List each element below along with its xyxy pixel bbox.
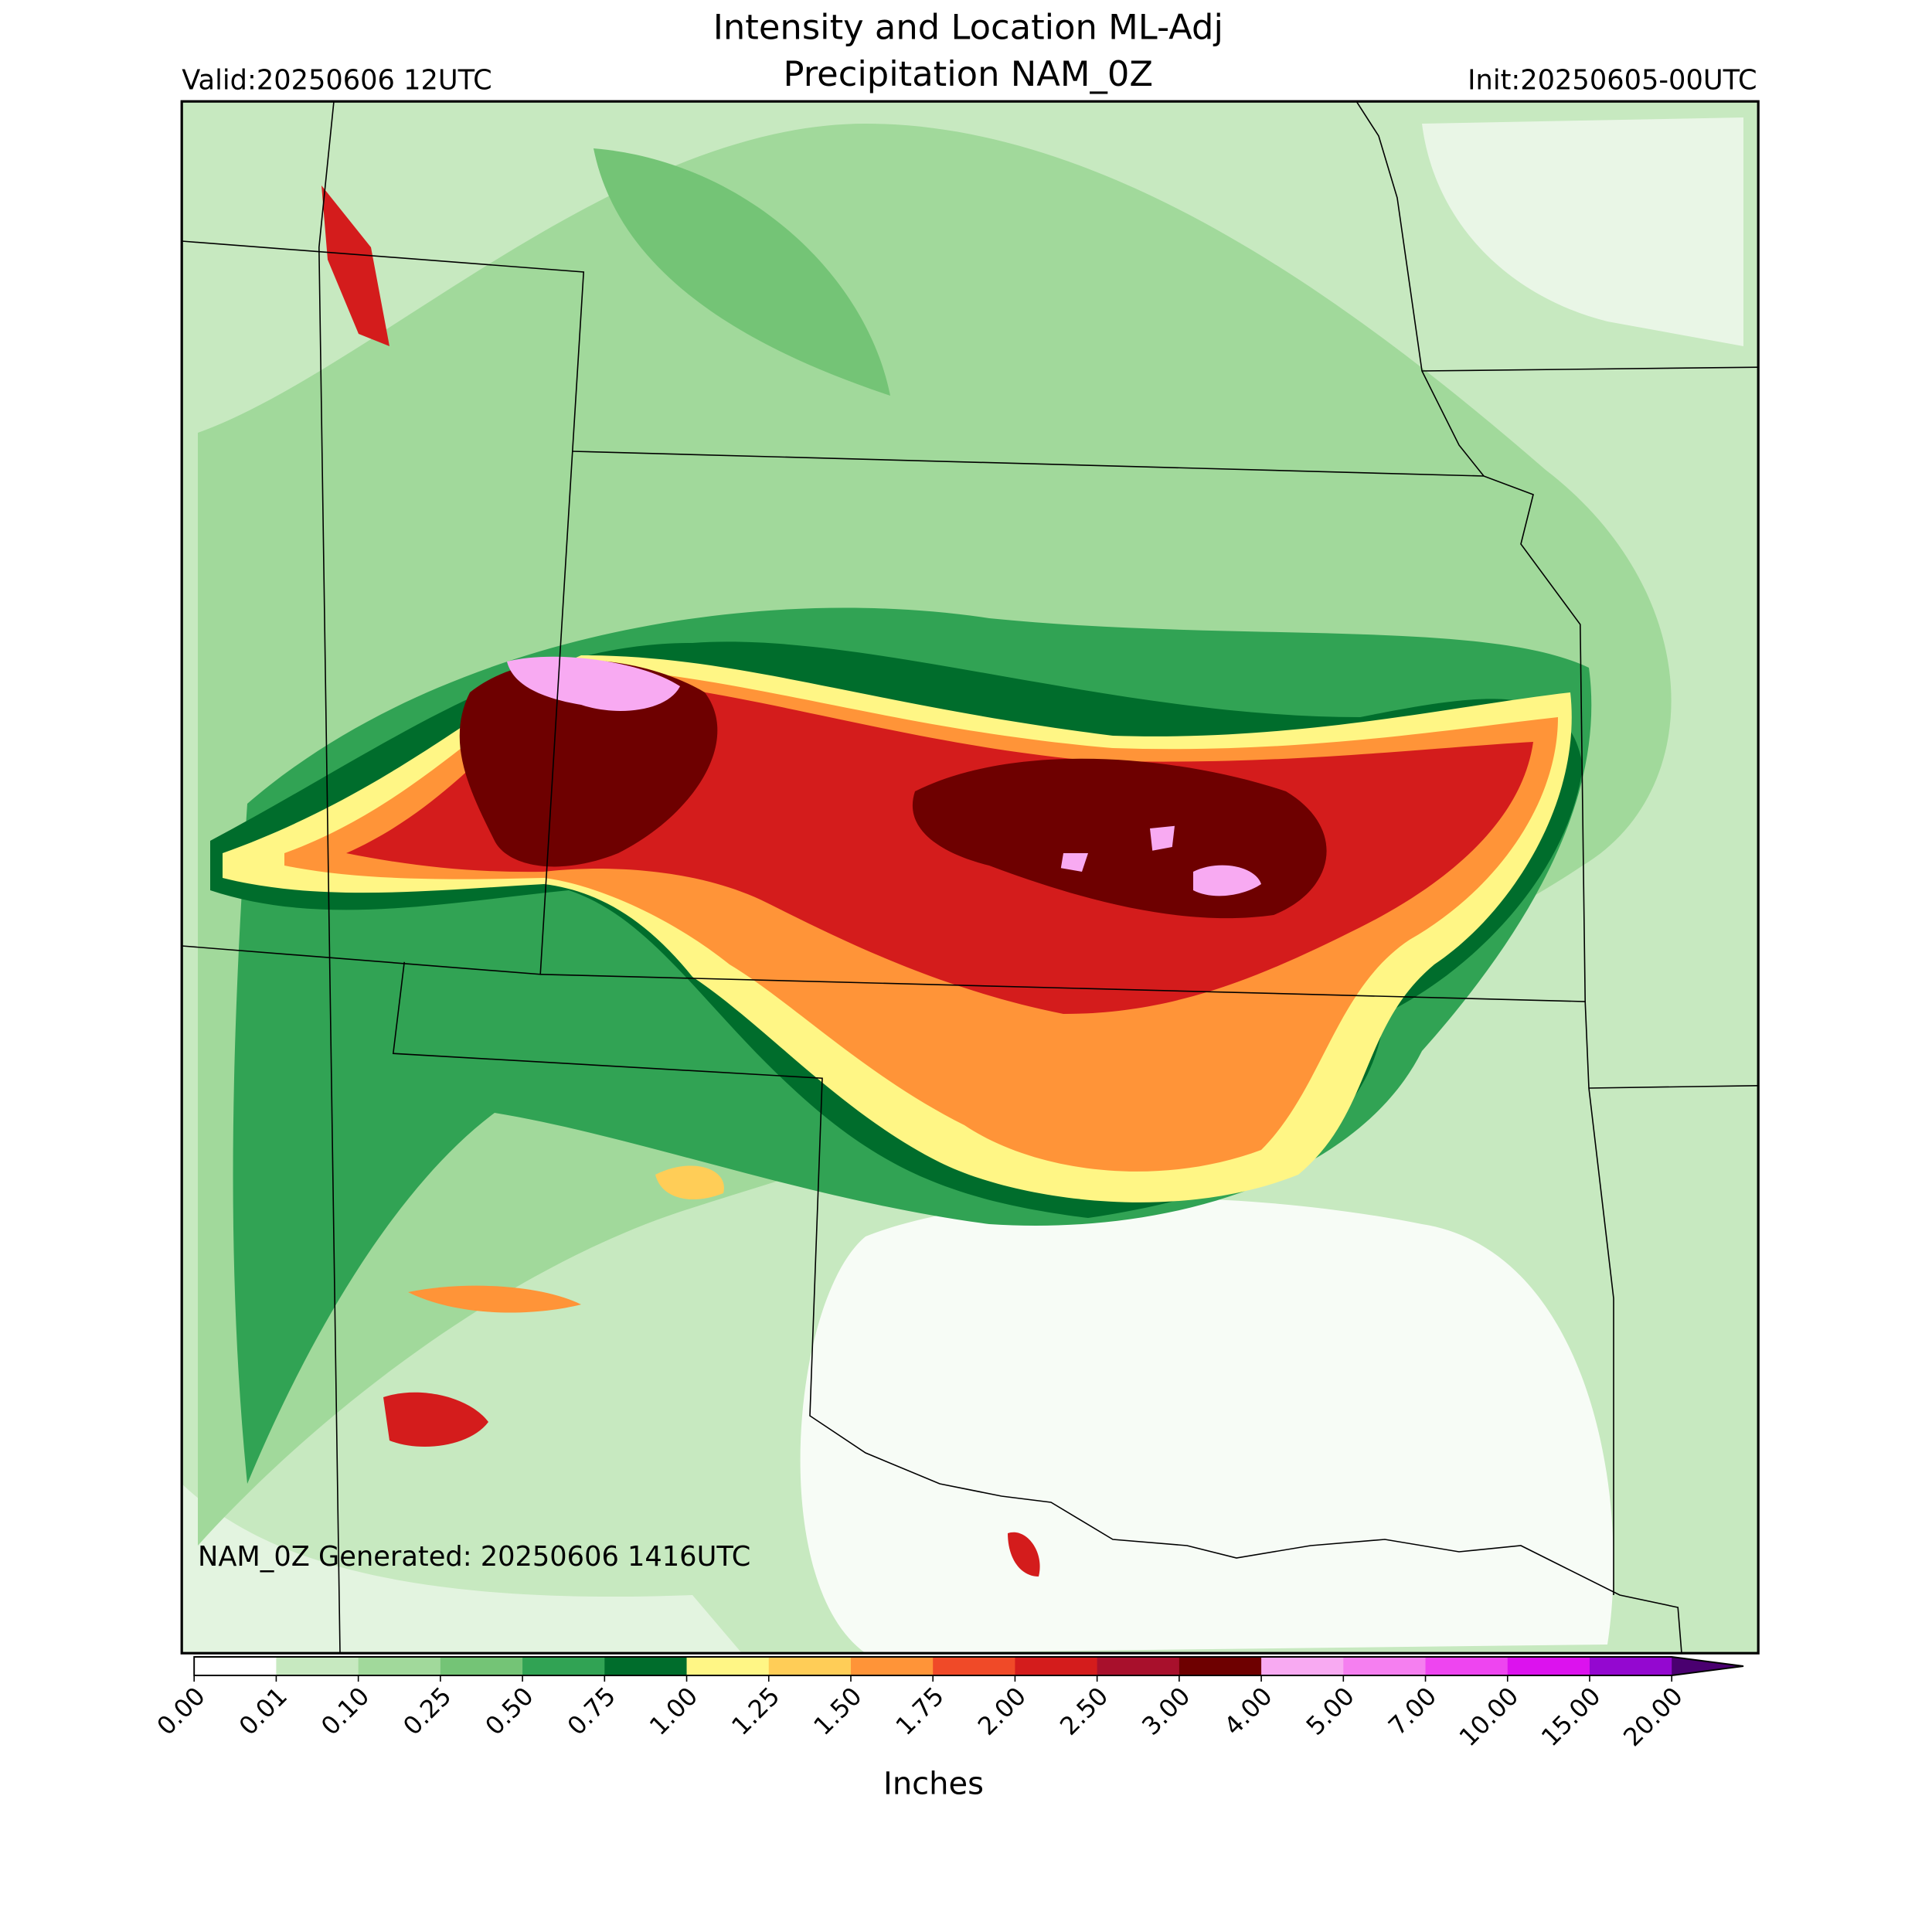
storm-cell: [655, 1165, 724, 1199]
colorbar-outline: [193, 1656, 1744, 1676]
colorbar-segment: [1261, 1657, 1345, 1675]
colorbar-segment: [1507, 1657, 1590, 1675]
colorbar-tick-label: 0.01: [233, 1682, 293, 1741]
colorbar-tick-label: 0.25: [397, 1682, 457, 1741]
extreme-spot: [1193, 865, 1261, 896]
colorbar-segment: [1015, 1657, 1098, 1675]
colorbar-segment: [1179, 1657, 1262, 1675]
colorbar-tick-label: 0.75: [562, 1682, 621, 1741]
colorbar-segment: [358, 1657, 441, 1675]
colorbar-segment: [1343, 1657, 1427, 1675]
colorbar-segment: [440, 1657, 523, 1675]
colorbar-tick-label: 1.50: [808, 1682, 867, 1741]
extreme-spot: [1150, 825, 1175, 851]
colorbar-segment: [194, 1657, 277, 1675]
colorbar-segment: [276, 1657, 359, 1675]
extreme-spot: [507, 656, 680, 711]
init-time: Init:20250605-00UTC: [1468, 65, 1757, 97]
colorbar-tick-label: 0.00: [151, 1682, 211, 1741]
colorbar-tick-label: 2.50: [1054, 1682, 1114, 1741]
colorbar-tick-label: 0.10: [315, 1682, 375, 1741]
map-frame: [180, 100, 1760, 1655]
dry-area: [800, 1197, 1614, 1654]
colorbar-tick-label: 20.00: [1617, 1682, 1689, 1753]
boundary: [392, 961, 1682, 1654]
storm-cell: [408, 1285, 581, 1313]
colorbar-segment: [686, 1657, 770, 1675]
colorbar-segment: [850, 1657, 934, 1675]
colorbar-segment: [1425, 1657, 1509, 1675]
colorbar: 0.00 0.01 0.10 0.25 0.50 0.75 1.00 1.25 1.50 1.75…: [151, 1656, 1744, 1753]
colorbar-segment: [933, 1657, 1016, 1675]
title-line2: Precipitation NAM_0Z: [783, 53, 1153, 94]
colorbar-tick-label: 1.25: [726, 1682, 785, 1741]
boundary: [1588, 1085, 1759, 1089]
moderate-rain-area: [594, 148, 890, 396]
dry-area: [1422, 117, 1743, 346]
colorbar-tick-label: 15.00: [1536, 1682, 1607, 1753]
title-line1: Intensity and Location ML-Adj: [713, 6, 1223, 47]
dry-area: [182, 1484, 742, 1654]
colorbar-tick-label: 2.00: [972, 1682, 1032, 1741]
valid-time: Valid:20250606 12UTC: [182, 65, 492, 97]
colorbar-segment: [1097, 1657, 1180, 1675]
colorbar-segment: [604, 1657, 688, 1675]
extreme-spot: [1060, 853, 1088, 872]
colorbar-tick-label: 4.00: [1218, 1682, 1277, 1741]
colorbar-tick-label: 3.00: [1136, 1682, 1196, 1741]
storm-cell: [1008, 1532, 1040, 1577]
colorbar-tick-label: 10.00: [1454, 1682, 1525, 1753]
state-boundaries: [182, 100, 1759, 1654]
colorbar-tick-label: 5.00: [1301, 1682, 1360, 1741]
colorbar-label: Inches: [883, 1766, 984, 1801]
boundary: [1421, 366, 1759, 372]
precip-field: [182, 101, 1759, 1654]
band-core: [459, 659, 718, 867]
generated-note: NAM_0Z Generated: 20250606 1416UTC: [198, 1541, 750, 1573]
colorbar-segment: [768, 1657, 852, 1675]
storm-cell: [321, 185, 389, 346]
boundary: [1355, 100, 1485, 477]
colorbar-extend: [1672, 1657, 1743, 1675]
colorbar-segment: [1589, 1657, 1672, 1675]
storm-cell: [383, 1392, 488, 1447]
boundary: [318, 101, 341, 1654]
colorbar-tick-label: 0.50: [479, 1682, 539, 1741]
colorbar-tick-label: 1.75: [890, 1682, 950, 1741]
boundary: [1584, 1001, 1614, 1595]
colorbar-tick-label: 7.00: [1383, 1682, 1442, 1741]
colorbar-tick-label: 1.00: [644, 1682, 703, 1741]
colorbar-segment: [522, 1657, 606, 1675]
